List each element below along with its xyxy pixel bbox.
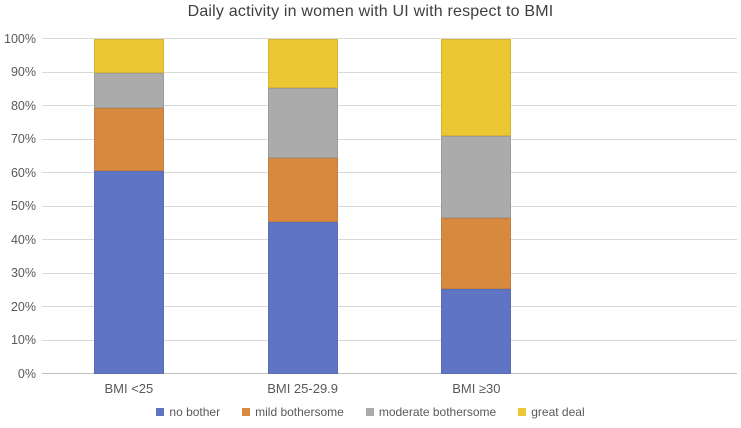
legend-swatch-icon: [156, 408, 165, 416]
legend-swatch-icon: [242, 408, 251, 416]
gridline: [42, 172, 737, 173]
y-axis: 0% 10% 20% 30% 40% 50% 60% 70% 80% 90% 100%: [0, 0, 36, 428]
bar-segment-great-deal: [267, 39, 338, 88]
gridline: [42, 306, 737, 307]
bar-bmi-30: [441, 39, 512, 374]
y-axis-tick-label: 30%: [10, 266, 36, 280]
legend-item-no-bother: no bother: [156, 405, 220, 419]
bar-segment-mild-bothersome: [267, 157, 338, 222]
bar-bmi-25: [93, 39, 164, 374]
y-axis-tick-label: 100%: [4, 31, 36, 46]
plot-area: [42, 38, 737, 374]
x-axis-line: [42, 373, 737, 374]
y-axis-tick-label: 50%: [10, 199, 36, 213]
legend-item-mild-bothersome: mild bothersome: [242, 405, 344, 419]
bar-segment-moderate-bothersome: [441, 136, 512, 219]
legend-label: mild bothersome: [255, 405, 344, 419]
gridline: [42, 339, 737, 341]
bar-segment-mild-bothersome: [441, 218, 512, 289]
gridline: [42, 138, 737, 140]
bar-segment-no-bother: [441, 288, 512, 374]
gridline: [42, 272, 737, 274]
bar-segment-great-deal: [441, 39, 512, 137]
y-axis-tick-label: 10%: [10, 333, 36, 347]
legend-label: moderate bothersome: [378, 405, 497, 419]
y-axis-tick-label: 40%: [10, 232, 36, 247]
legend-item-moderate-bothersome: moderate bothersome: [365, 405, 497, 419]
gridline: [42, 105, 737, 106]
legend: no bother mild bothersome moderate bothers…: [0, 405, 741, 419]
x-axis-category-label: BMI 25-29.9: [267, 381, 339, 396]
gridline: [42, 239, 737, 240]
legend-swatch-icon: [365, 408, 374, 416]
y-axis-tick-label: 80%: [10, 98, 36, 113]
gridline: [42, 205, 737, 207]
x-axis-category-label: BMI ≥30: [452, 381, 501, 396]
y-axis-tick-label: 70%: [10, 132, 36, 146]
bar-segment-moderate-bothersome: [267, 87, 338, 158]
chart-title: Daily activity in women with UI with res…: [187, 3, 554, 20]
y-axis-tick-label: 20%: [10, 299, 36, 314]
gridline: [42, 38, 737, 39]
bar-segment-no-bother: [93, 171, 164, 374]
legend-swatch-icon: [518, 408, 527, 416]
gridline: [42, 71, 737, 73]
y-axis-tick-label: 60%: [10, 165, 36, 180]
legend-label: great deal: [531, 405, 585, 419]
bar-segment-moderate-bothersome: [93, 72, 164, 108]
y-axis-tick-label: 0%: [17, 366, 36, 381]
y-axis-tick-label: 90%: [10, 65, 36, 79]
bar-segment-mild-bothersome: [93, 107, 164, 172]
x-axis-category-label: BMI <25: [104, 381, 154, 396]
bar-segment-no-bother: [267, 221, 338, 374]
legend-label: no bother: [169, 405, 221, 419]
bar-segment-great-deal: [93, 39, 164, 73]
bar-bmi-25-29-9: [267, 39, 338, 374]
legend-item-great-deal: great deal: [518, 405, 585, 419]
